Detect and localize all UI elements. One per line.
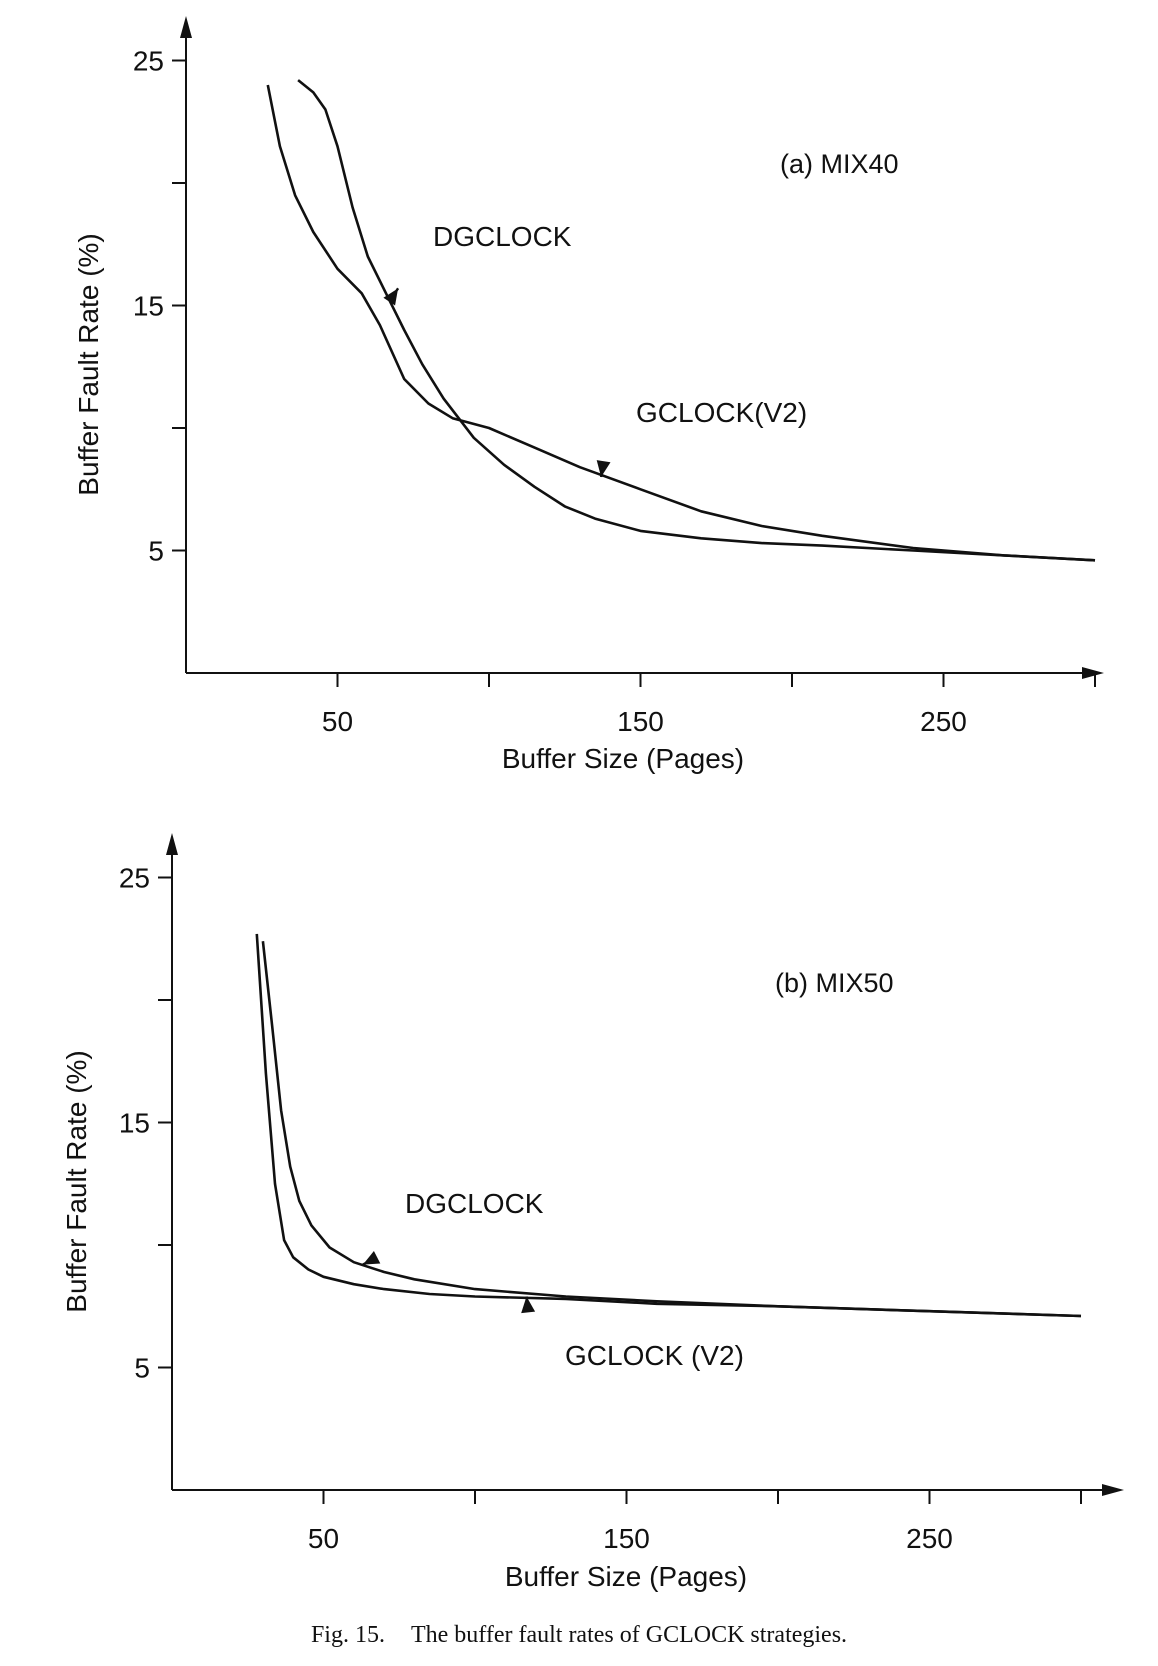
y-tick-label: 25 (119, 863, 150, 894)
y-tick-label: 5 (148, 536, 164, 567)
x-tick-label: 150 (617, 706, 664, 737)
chart-panel: 50 150 250 5 15 25 Buffer Size (Pages) Buffer F… (61, 833, 1124, 1592)
x-tick-label: 50 (322, 706, 353, 737)
y-axis-label: Buffer Fault Rate (%) (73, 233, 104, 495)
figure-caption: Fig. 15. The buffer fault rates of GCLOC… (0, 1622, 1158, 1649)
y-axis-arrow (166, 833, 178, 855)
x-tick-label: 250 (906, 1523, 953, 1554)
annotation-label: DGCLOCK (405, 1188, 544, 1219)
x-tick-label: 250 (920, 706, 967, 737)
caption-number: Fig. 15. (310, 1622, 385, 1648)
panel-title: (a) MIX40 (780, 149, 899, 179)
series-line (261, 941, 1082, 1318)
annotation-arrowhead (596, 460, 611, 477)
y-tick-label: 25 (133, 46, 164, 77)
caption-text: The buffer fault rates of GCLOCK strateg… (410, 1622, 848, 1648)
x-axis-label: Buffer Size (Pages) (505, 1561, 747, 1592)
annotation-arrowhead (521, 1296, 536, 1314)
y-tick-label: 5 (134, 1353, 150, 1384)
panel-title: (b) MIX50 (775, 968, 894, 998)
annotation-arrowhead (362, 1251, 381, 1265)
x-axis-arrow (1082, 667, 1104, 679)
x-tick-label: 150 (603, 1523, 650, 1554)
annotation-label: GCLOCK (V2) (565, 1340, 744, 1371)
y-tick-label: 15 (119, 1108, 150, 1139)
x-axis-label: Buffer Size (Pages) (502, 743, 744, 774)
series-line (297, 79, 1096, 562)
series-line (266, 84, 1096, 562)
x-tick-label: 50 (308, 1523, 339, 1554)
x-axis-arrow (1102, 1484, 1124, 1496)
annotation-label: DGCLOCK (433, 221, 572, 252)
annotation-arrowhead (383, 288, 399, 306)
y-tick-label: 15 (133, 291, 164, 322)
series-line (255, 933, 1082, 1318)
chart-panel: 50 150 250 5 15 25 Buffer Size (Pages) Buffer F… (73, 16, 1104, 774)
y-axis-label: Buffer Fault Rate (%) (61, 1050, 92, 1312)
annotation-label: GCLOCK(V2) (636, 397, 807, 428)
y-axis-arrow (180, 16, 192, 38)
